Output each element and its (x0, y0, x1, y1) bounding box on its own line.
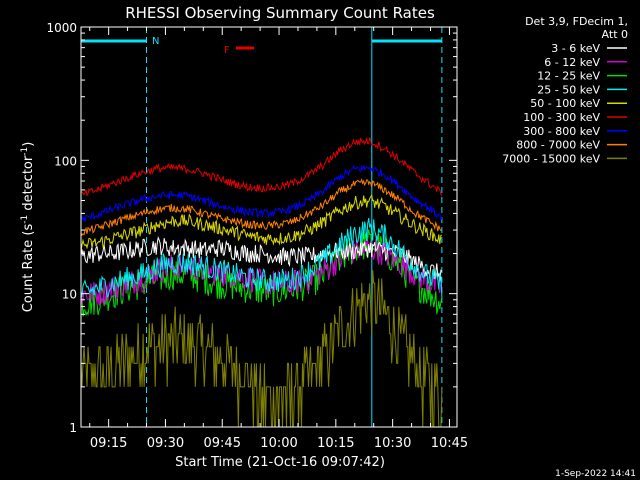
y-axis-label: Count Rate (s-1 detector-1) (20, 142, 36, 313)
y-label-mid: detector (21, 155, 36, 215)
y-label-sup1: -1 (20, 215, 30, 224)
x-axis-label: Start Time (21-Oct-16 09:07:42) (175, 455, 385, 470)
x-tick-label-4: 10:15 (317, 436, 354, 451)
x-tick-label-0: 09:15 (90, 436, 127, 451)
f-marker-label: F (224, 45, 230, 56)
series-line-0 (80, 235, 443, 282)
series-line-3 (80, 218, 443, 298)
legend-label-1: 6 - 12 keV (544, 56, 600, 69)
n-marker-label: N (152, 36, 159, 47)
x-tick-label-3: 10:00 (260, 436, 297, 451)
legend-label-8: 7000 - 15000 keV (502, 152, 600, 165)
x-tick-label-6: 10:45 (431, 436, 468, 451)
axes: 1 10 100 1000 09:15 09:30 09:45 10:00 10:15 10:30… (46, 21, 468, 451)
y-label-sup2: -1 (20, 147, 30, 156)
legend-label-3: 25 - 50 keV (537, 83, 600, 96)
y-tick-label-2: 100 (54, 154, 77, 168)
x-tick-label-2: 09:45 (204, 436, 241, 451)
legend-label-0: 3 - 6 keV (551, 42, 600, 55)
legend-label-6: 300 - 800 keV (523, 125, 600, 138)
y-label-end: ) (21, 142, 36, 147)
y-label-main: Count Rate (s (21, 224, 36, 313)
series-line-1 (80, 238, 443, 306)
footer-timestamp: 1-Sep-2022 14:41 (555, 469, 636, 479)
series-line-2 (80, 229, 443, 317)
series-line-7 (80, 178, 443, 237)
series-line-6 (80, 164, 443, 223)
y-tick-label-0: 1 (69, 421, 77, 435)
legend-label-5: 100 - 300 keV (523, 111, 600, 124)
legend-label-7: 800 - 7000 keV (516, 139, 600, 152)
y-tick-label-1: 10 (62, 288, 77, 302)
series-line-4 (80, 194, 443, 251)
chart-title: RHESSI Observing Summary Count Rates (125, 4, 435, 22)
legend-header-2: Att 0 (602, 28, 628, 41)
x-tick-label-1: 09:30 (147, 436, 184, 451)
y-tick-label-3: 1000 (46, 21, 77, 35)
plot-frame (80, 26, 458, 428)
series-line-5 (80, 136, 443, 197)
legend-label-4: 50 - 100 keV (530, 97, 600, 110)
series-layer (80, 136, 443, 428)
x-tick-label-5: 10:30 (374, 436, 411, 451)
legend-header-1: Det 3,9, FDecim 1, (525, 15, 628, 28)
legend-label-2: 12 - 25 keV (537, 70, 600, 83)
